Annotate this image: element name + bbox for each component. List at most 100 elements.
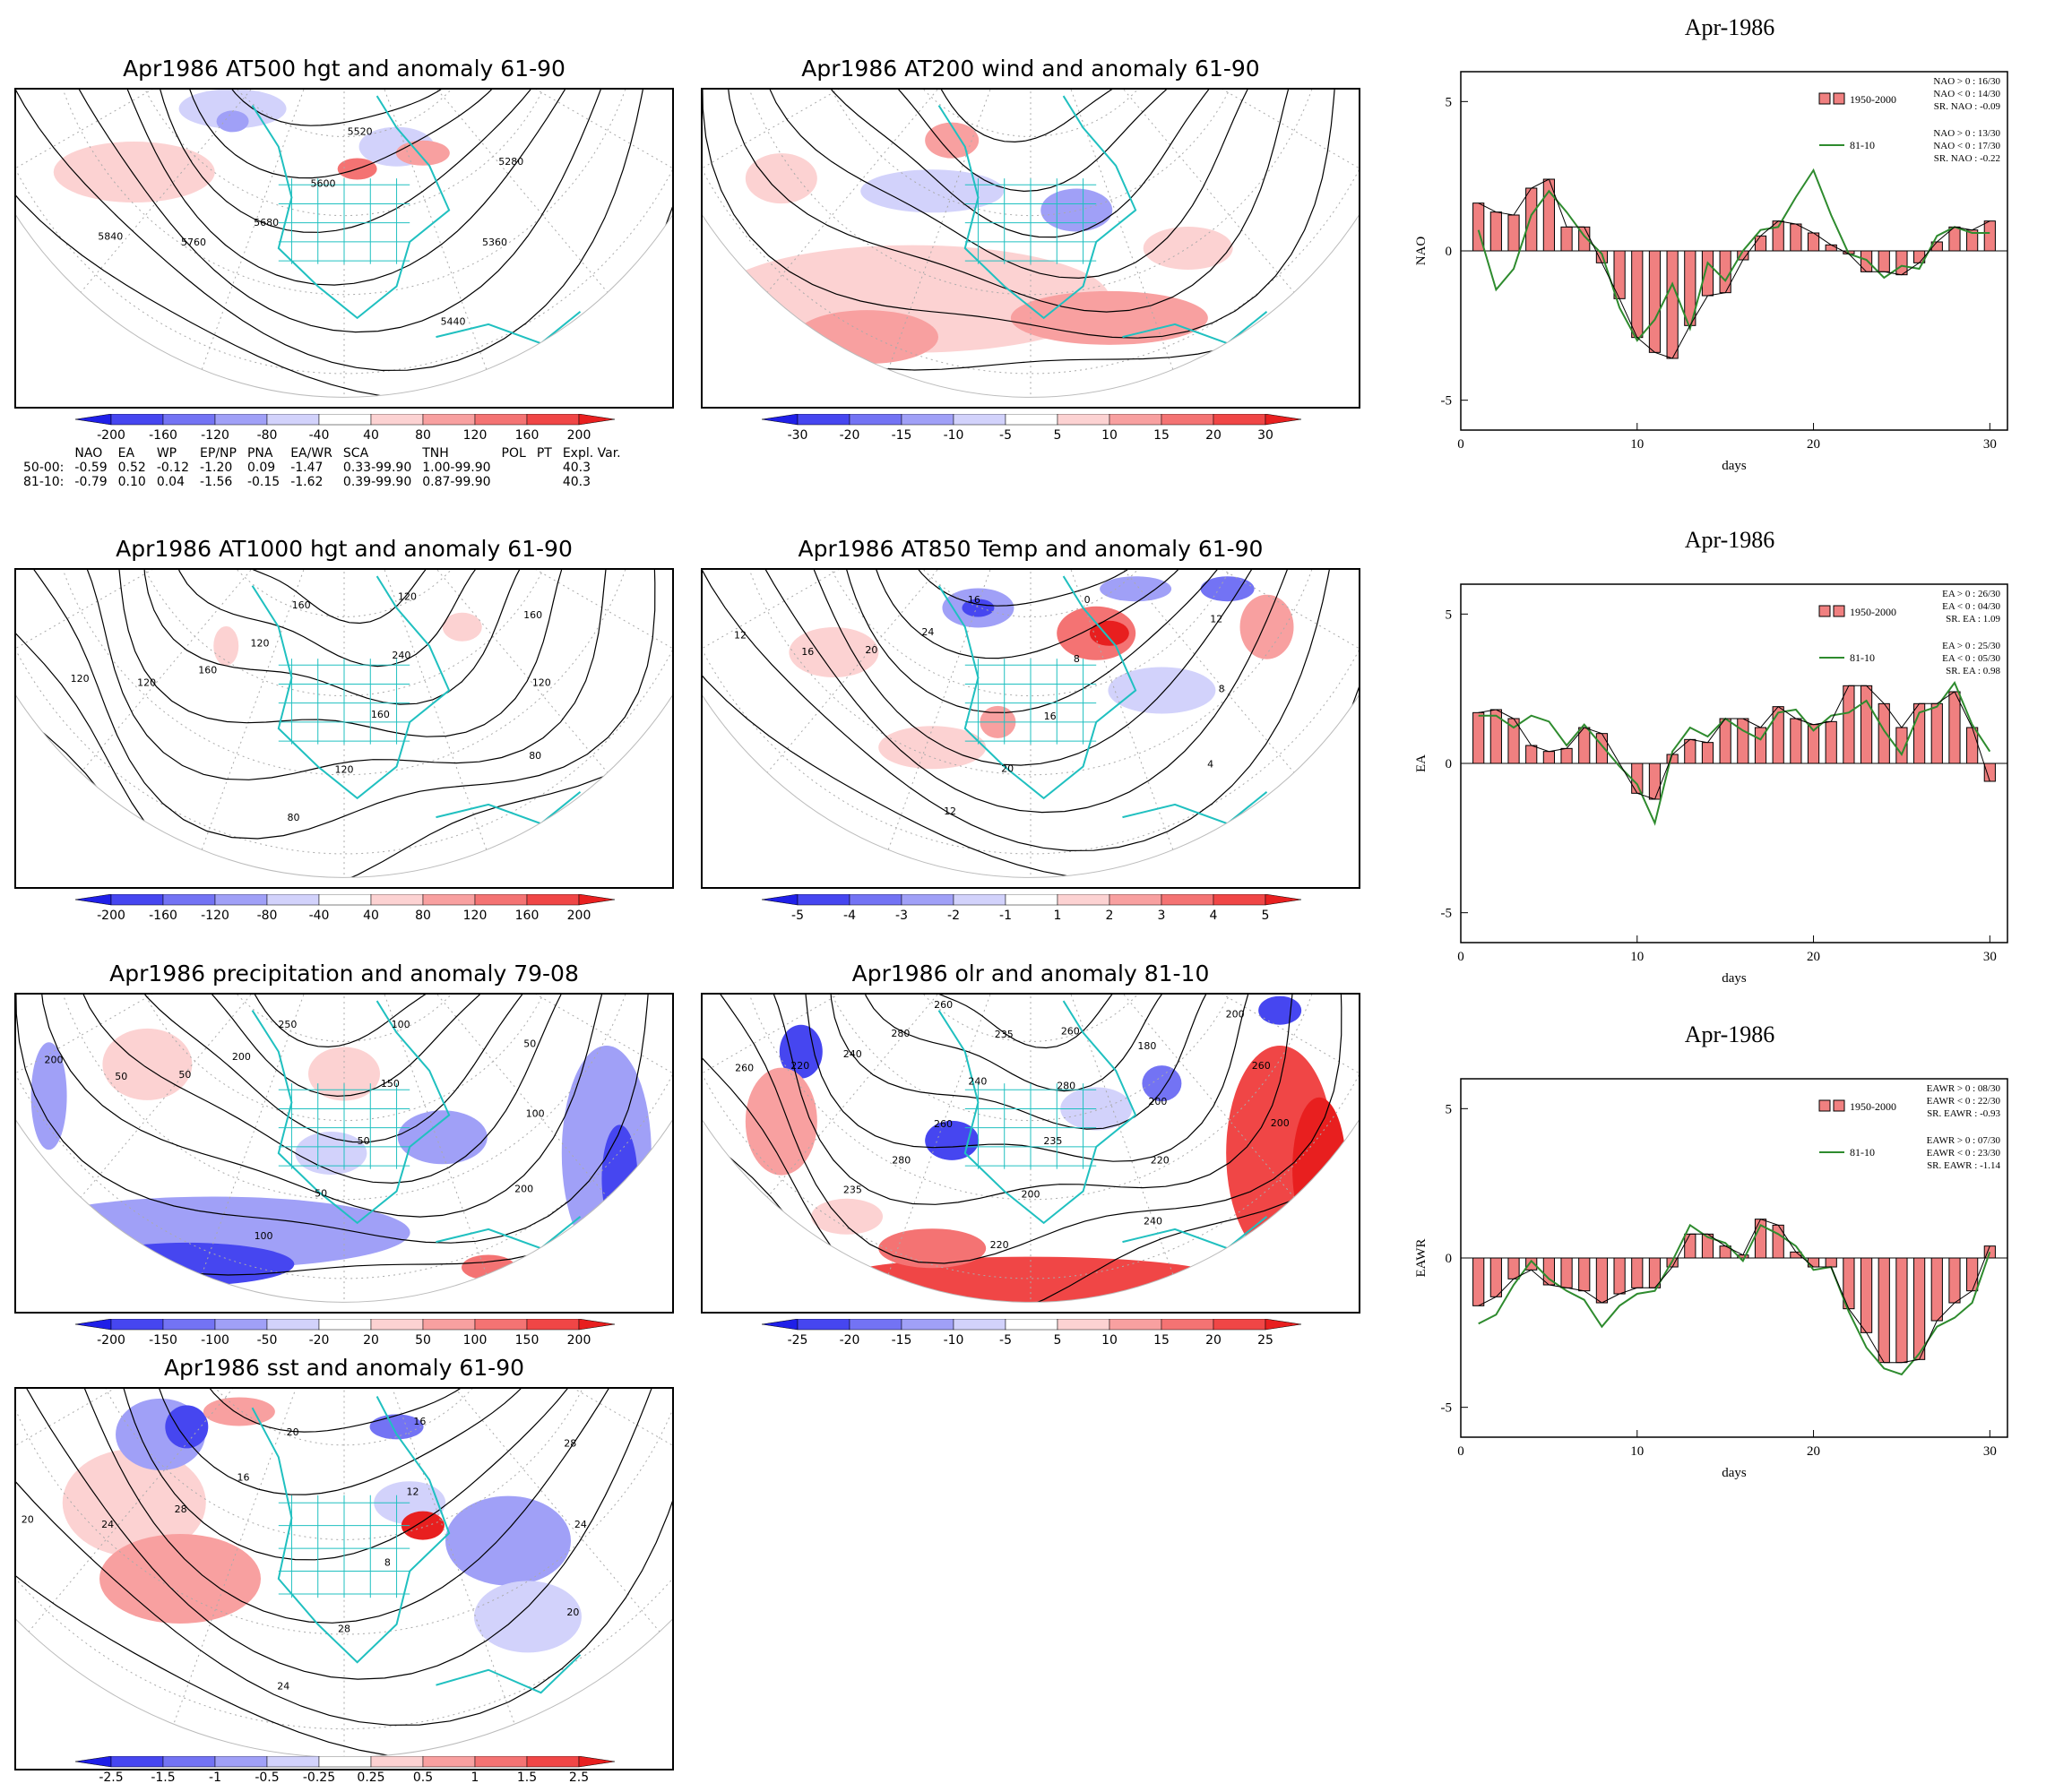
bar [1878,1257,1890,1364]
colorbar-box [110,414,164,426]
contour-label: 200 [232,1051,251,1063]
legend-swatch-bars [1833,92,1845,105]
legend-swatch-bars [1818,605,1831,617]
anomaly-shade [213,625,239,666]
anomaly-shade [473,1581,582,1653]
bar [1860,250,1873,272]
contour-line [863,570,1226,659]
x-tick-label: 30 [1983,1444,1997,1459]
table-cell: EP/NP [200,446,237,461]
colorbar-label: 20 [1205,1333,1222,1348]
anomaly-shade [1040,188,1113,232]
contour-label: 16 [968,594,980,606]
map-title: Apr1986 AT200 wind and anomaly 61-90 [801,56,1260,82]
map-frame: 200 260 200 180 200 220 240 260 280 235 200 220 235 2… [701,993,1360,1314]
contour-label: 220 [790,1060,809,1072]
coastline [1122,1216,1268,1250]
coastline [937,575,1137,800]
table-cell: -0.15 [246,475,281,489]
colorbar-label: 25 [1257,1333,1273,1348]
map-frame: 5280 5360 5440 5520 5600 5680 5760 5840 [14,88,674,409]
bar-top-line [1478,178,1990,359]
colorbar-box [953,894,1006,906]
colorbar-box [1057,1319,1110,1331]
bar [1595,1257,1609,1304]
legend-label: 81-10 [1850,651,1875,664]
table-cell: -0.79 [74,475,108,489]
colorbar-box [901,414,954,426]
table-cell: -1.62 [290,475,324,489]
bar-top-line [1478,1219,1990,1364]
contour-label: 20 [1001,762,1014,774]
contour-line [16,570,672,878]
legend-stat: SR. NAO : -0.09 [1934,101,2001,112]
contour-line [70,995,612,1185]
contour-label: 280 [892,1155,911,1167]
bar [1719,718,1731,764]
table-cell: POL [501,446,526,461]
colorbar: -200 -160 -120 -80 -40 40 80 120 160 200 [74,414,616,443]
colorbar-label: 1.5 [517,1770,537,1785]
contour-label: 160 [198,664,217,676]
colorbar-label: 2 [1106,909,1114,923]
colorbar-label: 200 [567,1333,591,1348]
contour-label: 20 [287,1426,299,1438]
map-title: Apr1986 AT850 Temp and anomaly 61-90 [798,536,1264,562]
colorbar-label: -100 [201,1333,229,1348]
contour-label: 80 [287,812,299,823]
colorbar-label: -0.25 [303,1770,335,1785]
colorbar-label: -1 [999,909,1012,923]
contour-line [207,90,494,126]
colorbar-label: 100 [463,1333,488,1348]
series-line [1477,168,1990,342]
table-cell: PT [536,446,552,461]
contour-line [40,1389,665,1624]
colorbar-box [1109,894,1162,906]
contour-line [16,1389,672,1758]
bar [1825,1257,1837,1268]
colorbar-box [214,894,268,906]
colorbar-label: -4 [843,909,856,923]
contour-line [703,90,1359,371]
bar [1472,1257,1485,1306]
anomaly-shade [442,612,482,642]
legend-stat: EAWR < 0 : 23/30 [1927,1148,2001,1159]
bar [1966,727,1979,764]
contour-label: 200 [1271,1117,1290,1129]
table-cell: Expl. Var. [562,446,621,461]
colorbar-label: -5 [791,909,804,923]
contour-label: 5280 [498,156,523,168]
colorbar-label: -2.5 [99,1770,123,1785]
x-tick-label: 0 [1457,437,1464,452]
bar [1772,706,1784,764]
anomaly-shade [878,1228,987,1269]
legend-stat: NAO > 0 : 16/30 [1933,76,2000,87]
contour-label: 100 [392,1019,410,1030]
contour-label: 0 [1084,594,1091,606]
bar [1948,691,1961,764]
contour-line [703,570,1359,878]
contour-label: 28 [564,1438,576,1450]
anomaly-shade [1200,576,1255,602]
anomaly-shade [462,1254,516,1280]
anomaly-shade [62,1449,206,1557]
contour-label: 8 [1074,653,1080,665]
y-tick-label: 0 [1446,245,1453,259]
table-cell: 0.87-99.90 [422,475,491,489]
map-field [703,570,1359,878]
contour-line [721,570,1323,814]
legend-stat: EA > 0 : 25/30 [1942,641,2000,651]
anomaly-shade [795,310,938,365]
contour-line [35,570,636,780]
colorbar-label: 160 [515,909,540,923]
colorbar-box [370,414,424,426]
bar [1701,250,1714,297]
anomaly-shade [878,726,987,770]
colorbar-box [526,414,580,426]
x-tick-label: 20 [1807,1444,1820,1459]
map-title: Apr1986 AT1000 hgt and anomaly 61-90 [116,536,573,562]
table-cell: 1.00-99.90 [422,461,491,475]
legend-swatch-bars [1818,1099,1831,1112]
contour-label: 120 [251,638,270,650]
colorbar-arrow-right [578,414,616,426]
